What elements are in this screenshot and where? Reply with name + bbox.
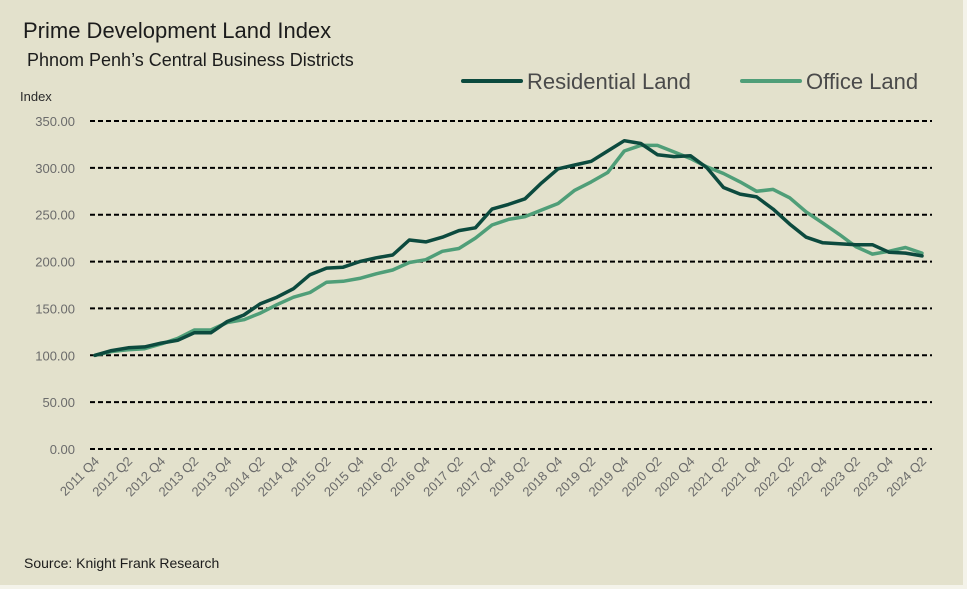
y-tick-label: 100.00 [35, 348, 75, 363]
chart-subtitle: Phnom Penh’s Central Business Districts [27, 50, 354, 70]
grid-lines [90, 120, 932, 450]
y-tick-label: 0.00 [50, 442, 75, 457]
legend-label-residential: Residential Land [527, 69, 691, 94]
y-tick-label: 300.00 [35, 161, 75, 176]
y-axis-label: Index [20, 89, 52, 104]
legend-label-office: Office Land [806, 69, 918, 94]
y-tick-label: 350.00 [35, 114, 75, 129]
source-note: Source: Knight Frank Research [24, 555, 220, 571]
y-tick-label: 250.00 [35, 208, 75, 223]
y-tick-label: 200.00 [35, 255, 75, 270]
y-tick-label: 50.00 [42, 395, 75, 410]
series-line-residential [93, 138, 924, 358]
y-tick-labels: 0.00 50.00 100.00 150.00 200.00 250.00 300.00 3… [35, 114, 75, 457]
y-tick-label: 150.00 [35, 301, 75, 316]
series-lines [93, 138, 924, 358]
legend: Residential Land Office Land [461, 69, 918, 94]
chart-title: Prime Development Land Index [23, 18, 332, 43]
series-line-office [93, 143, 924, 358]
